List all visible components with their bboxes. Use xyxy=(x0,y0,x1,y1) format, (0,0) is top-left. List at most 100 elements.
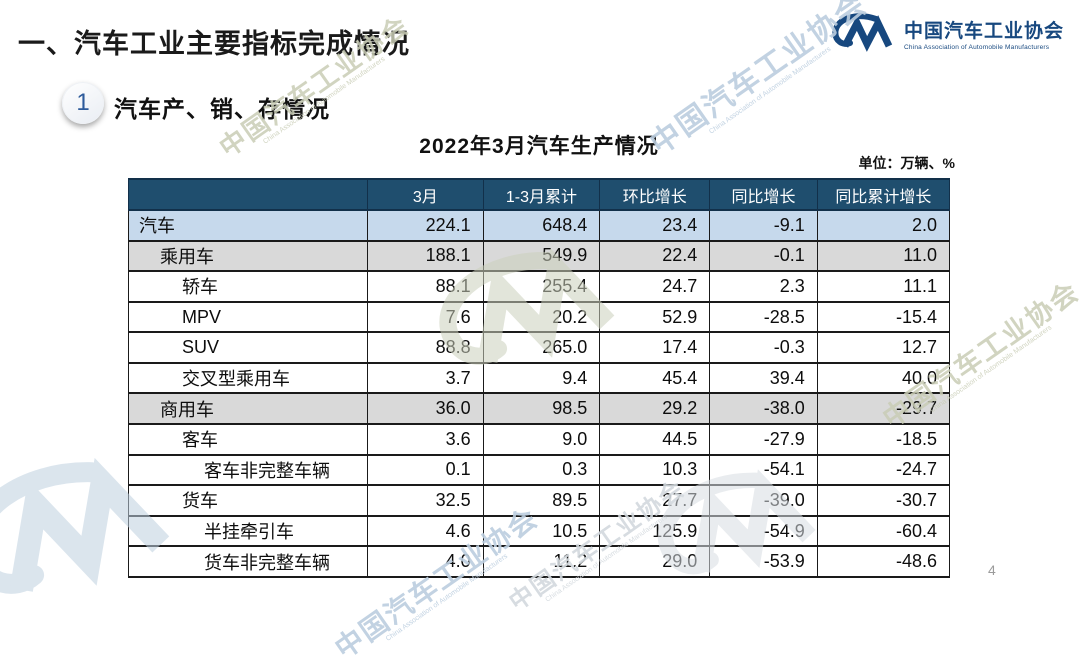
row-label: 交叉型乘用车 xyxy=(128,361,368,395)
table-row: 汽车 224.1 648.4 23.4 -9.1 2.0 xyxy=(128,209,951,242)
row-label: MPV xyxy=(128,300,368,334)
value-cell: 89.5 xyxy=(482,484,601,517)
row-label: 客车 xyxy=(128,423,368,456)
value-cell: 10.3 xyxy=(599,453,711,487)
row-label: 半挂牵引车 xyxy=(128,514,368,548)
value-cell: 27.7 xyxy=(599,484,711,517)
value-cell: 188.1 xyxy=(366,239,484,273)
value-cell: 45.4 xyxy=(599,361,711,395)
value-cell: 20.2 xyxy=(482,300,601,334)
value-cell: 23.4 xyxy=(599,209,711,242)
value-cell: -38.0 xyxy=(709,392,818,426)
table-row: 客车 3.6 9.0 44.5 -27.9 -18.5 xyxy=(128,423,951,456)
section-number-badge: 1 xyxy=(62,82,104,124)
cm-logo-icon xyxy=(832,13,893,52)
value-cell: -48.6 xyxy=(816,545,951,578)
table-title: 2022年3月汽车生产情况 xyxy=(419,135,659,158)
value-cell: 88.8 xyxy=(366,331,484,364)
value-cell: -54.9 xyxy=(709,514,818,548)
value-cell: -30.7 xyxy=(816,484,951,517)
value-cell: 11.2 xyxy=(482,545,601,578)
value-cell: -60.4 xyxy=(816,514,951,548)
value-cell: 255.4 xyxy=(482,270,601,303)
table-row: 轿车 88.1 255.4 24.7 2.3 11.1 xyxy=(128,270,951,303)
value-cell: 9.4 xyxy=(482,361,601,395)
table-row: 交叉型乘用车 3.7 9.4 45.4 39.4 40.0 xyxy=(128,361,951,395)
value-cell: 4.0 xyxy=(366,545,484,578)
value-cell: -28.5 xyxy=(709,300,818,334)
value-cell: 0.3 xyxy=(482,453,601,487)
value-cell: 549.9 xyxy=(482,239,601,273)
value-cell: 40.0 xyxy=(816,361,951,395)
value-cell: 2.3 xyxy=(709,270,818,303)
table-row: 乘用车 188.1 549.9 22.4 -0.1 11.0 xyxy=(128,239,951,273)
table-row: 货车非完整车辆 4.0 11.2 29.0 -53.9 -48.6 xyxy=(128,545,951,578)
row-label-column-header xyxy=(128,178,368,211)
value-cell: -9.1 xyxy=(709,209,818,242)
value-cell: -53.9 xyxy=(709,545,818,578)
org-logo: 中国汽车工业协会 China Association of Automobile… xyxy=(830,12,1064,54)
value-cell: -15.4 xyxy=(816,300,951,334)
value-cell: -39.0 xyxy=(709,484,818,517)
unit-note: 单位：万辆、% xyxy=(858,155,955,171)
value-cell: 22.4 xyxy=(599,239,711,273)
value-cell: -24.7 xyxy=(816,453,951,487)
value-cell: -18.5 xyxy=(816,423,951,456)
row-label: 客车非完整车辆 xyxy=(128,453,368,487)
value-cell: 98.5 xyxy=(482,392,601,426)
value-cell: 2.0 xyxy=(816,209,951,242)
value-cell: 36.0 xyxy=(366,392,484,426)
value-cell: 32.5 xyxy=(366,484,484,517)
value-cell: -0.1 xyxy=(709,239,818,273)
value-cell: 265.0 xyxy=(482,331,601,364)
row-label: 商用车 xyxy=(128,392,368,426)
value-cell: 4.6 xyxy=(366,514,484,548)
value-cell: 11.1 xyxy=(816,270,951,303)
value-cell: 39.4 xyxy=(709,361,818,395)
org-name-en: China Association of Automobile Manufact… xyxy=(903,43,1050,51)
row-label: SUV xyxy=(128,331,368,364)
section-title: 汽车产、销、存情况 xyxy=(114,96,330,122)
table-body: 汽车 224.1 648.4 23.4 -9.1 2.0 乘用车 188.1 549.9 22.4… xyxy=(128,209,951,578)
value-cell: 125.9 xyxy=(599,514,711,548)
value-cell: 29.0 xyxy=(599,545,711,578)
value-cell: 648.4 xyxy=(482,209,601,242)
value-cell: 9.0 xyxy=(482,423,601,456)
page-title: 一、汽车工业主要指标完成情况 xyxy=(18,29,410,59)
value-cell: 3.6 xyxy=(366,423,484,456)
org-name-cn: 中国汽车工业协会 xyxy=(903,20,1064,42)
row-label: 轿车 xyxy=(128,270,368,303)
value-cell: 44.5 xyxy=(599,423,711,456)
page-number: 4 xyxy=(988,562,996,578)
production-table: 3月 1-3月累计 环比增长 同比增长 同比累计增长 汽车 224.1 648.4 23.4-… xyxy=(128,178,951,578)
row-label: 货车非完整车辆 xyxy=(128,545,368,578)
value-cell: -27.9 xyxy=(709,423,818,456)
table-header: 3月 1-3月累计 环比增长 同比增长 同比累计增长 xyxy=(128,178,951,211)
value-cell: -29.7 xyxy=(816,392,951,426)
value-cell: 52.9 xyxy=(599,300,711,334)
table-row: 货车 32.5 89.5 27.7 -39.0 -30.7 xyxy=(128,484,951,517)
value-cell: 0.1 xyxy=(366,453,484,487)
table-row: 客车非完整车辆 0.1 0.3 10.3 -54.1 -24.7 xyxy=(128,453,951,487)
table-row: 半挂牵引车 4.6 10.5 125.9 -54.9 -60.4 xyxy=(128,514,951,548)
value-cell: 24.7 xyxy=(599,270,711,303)
value-cell: 3.7 xyxy=(366,361,484,395)
value-cell: 11.0 xyxy=(816,239,951,273)
value-cell: 88.1 xyxy=(366,270,484,303)
table-row: 商用车 36.0 98.5 29.2 -38.0 -29.7 xyxy=(128,392,951,426)
value-cell: 224.1 xyxy=(366,209,484,242)
row-label: 货车 xyxy=(128,484,368,517)
row-label: 汽车 xyxy=(128,209,368,242)
column-header: 同比增长 xyxy=(709,178,818,211)
value-cell: -0.3 xyxy=(709,331,818,364)
table-row: MPV 7.6 20.2 52.9 -28.5 -15.4 xyxy=(128,300,951,334)
value-cell: 7.6 xyxy=(366,300,484,334)
value-cell: 10.5 xyxy=(482,514,601,548)
column-header: 1-3月累计 xyxy=(482,178,601,211)
value-cell: 12.7 xyxy=(816,331,951,364)
column-header: 同比累计增长 xyxy=(816,178,951,211)
column-header: 环比增长 xyxy=(599,178,711,211)
column-header: 3月 xyxy=(366,178,484,211)
row-label: 乘用车 xyxy=(128,239,368,273)
